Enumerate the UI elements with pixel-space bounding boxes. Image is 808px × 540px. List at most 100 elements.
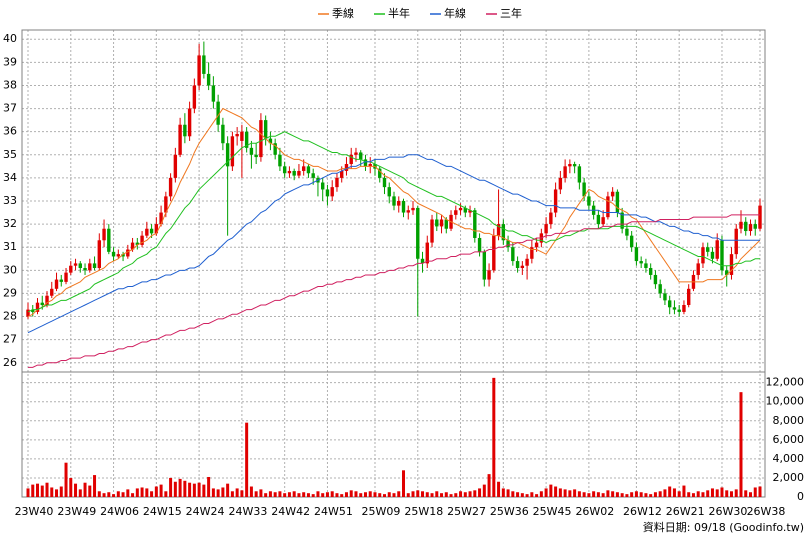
candle-body bbox=[116, 254, 121, 257]
y-tick-label: 31 bbox=[3, 240, 17, 253]
y-tick-label: 26 bbox=[3, 356, 17, 369]
volume-bar bbox=[292, 491, 296, 497]
volume-bar bbox=[88, 485, 92, 497]
volume-bar bbox=[748, 492, 752, 497]
y-tick-label: 33 bbox=[3, 194, 17, 207]
y-tick-label: 36 bbox=[3, 125, 17, 138]
candle-body bbox=[610, 191, 615, 197]
volume-bar bbox=[649, 494, 653, 497]
volume-bar bbox=[287, 492, 291, 497]
candle-body bbox=[553, 189, 558, 213]
volume-bar bbox=[121, 492, 125, 497]
candle-body bbox=[720, 240, 724, 271]
candle-body bbox=[225, 143, 230, 167]
volume-bar bbox=[116, 491, 120, 497]
volume-bar bbox=[696, 491, 700, 497]
candle-body bbox=[306, 166, 311, 174]
volume-bar bbox=[378, 493, 382, 497]
candle-body bbox=[159, 212, 163, 225]
candle-body bbox=[725, 270, 729, 275]
candle-body bbox=[292, 170, 296, 176]
volume-bar bbox=[373, 492, 377, 497]
volume-bar bbox=[568, 490, 572, 497]
candle-body bbox=[73, 263, 78, 266]
y2-tick-label: 10,000 bbox=[766, 395, 805, 408]
candle-body bbox=[492, 235, 496, 271]
candle-body bbox=[473, 210, 477, 238]
volume-bar bbox=[677, 491, 681, 497]
candle-body bbox=[321, 182, 325, 190]
volume-bar bbox=[216, 489, 220, 497]
candle-body bbox=[715, 240, 719, 259]
volume-bar bbox=[178, 478, 182, 497]
volume-bar bbox=[59, 486, 63, 497]
candle-body bbox=[121, 254, 125, 257]
candle-body bbox=[45, 295, 49, 305]
volume-bar bbox=[397, 491, 401, 497]
candle-body bbox=[416, 207, 420, 259]
volume-bar bbox=[202, 484, 206, 497]
volume-bar bbox=[254, 491, 258, 497]
candle-body bbox=[634, 247, 639, 262]
x-tick-label: 23W40 bbox=[15, 505, 54, 518]
volume-bar bbox=[164, 491, 168, 497]
candle-body bbox=[354, 152, 358, 155]
candle-body bbox=[625, 228, 629, 236]
candle-body bbox=[273, 143, 277, 155]
volume-bar bbox=[739, 392, 743, 497]
candle-body bbox=[596, 214, 601, 225]
volume-bar bbox=[316, 491, 320, 497]
volume-bar bbox=[140, 487, 144, 497]
candle-body bbox=[549, 212, 553, 225]
volume-bar bbox=[335, 493, 339, 497]
candle-body bbox=[102, 228, 106, 241]
volume-bar bbox=[245, 422, 249, 497]
volume-bar bbox=[734, 489, 738, 497]
candle-body bbox=[482, 251, 487, 280]
candle-body bbox=[178, 124, 182, 155]
volume-bar bbox=[715, 489, 719, 497]
candle-body bbox=[525, 258, 529, 266]
y-tick-label: 35 bbox=[3, 148, 17, 161]
x-tick-label: 26W38 bbox=[747, 505, 786, 518]
candle-body bbox=[154, 224, 159, 234]
candle-body bbox=[477, 237, 482, 252]
candle-body bbox=[515, 261, 520, 269]
volume-bar bbox=[634, 491, 638, 497]
candle-body bbox=[54, 279, 59, 289]
volume-bar bbox=[188, 482, 192, 497]
candle-body bbox=[202, 55, 206, 74]
volume-bar bbox=[192, 483, 196, 497]
volume-bar bbox=[587, 493, 591, 497]
volume-bar bbox=[459, 491, 463, 497]
candle-body bbox=[259, 120, 263, 158]
candle-body bbox=[107, 228, 111, 252]
y-tick-label: 29 bbox=[3, 286, 17, 299]
candle-body bbox=[359, 152, 363, 160]
ma-line bbox=[27, 131, 760, 313]
candle-body bbox=[687, 288, 691, 305]
candle-body bbox=[187, 108, 192, 137]
volume-bar bbox=[691, 493, 695, 497]
volume-bar bbox=[264, 493, 268, 497]
candle-body bbox=[411, 207, 415, 211]
candle-body bbox=[344, 164, 349, 171]
candle-body bbox=[221, 124, 225, 144]
y-tick-label: 38 bbox=[3, 78, 17, 91]
candle-body bbox=[430, 219, 434, 243]
volume-bar bbox=[344, 492, 348, 497]
candle-body bbox=[330, 187, 334, 197]
candle-body bbox=[235, 133, 239, 137]
candle-body bbox=[710, 251, 715, 259]
candle-body bbox=[663, 293, 667, 301]
candle-body bbox=[739, 221, 743, 229]
x-tick-label: 26W12 bbox=[623, 505, 662, 518]
volume-bar bbox=[606, 490, 610, 497]
candle-body bbox=[587, 196, 591, 206]
candle-body bbox=[268, 138, 273, 144]
volume-bar bbox=[639, 492, 643, 497]
volume-bar bbox=[625, 494, 629, 497]
candle-body bbox=[130, 242, 135, 250]
candle-body bbox=[639, 261, 643, 264]
candle-body bbox=[463, 207, 467, 213]
